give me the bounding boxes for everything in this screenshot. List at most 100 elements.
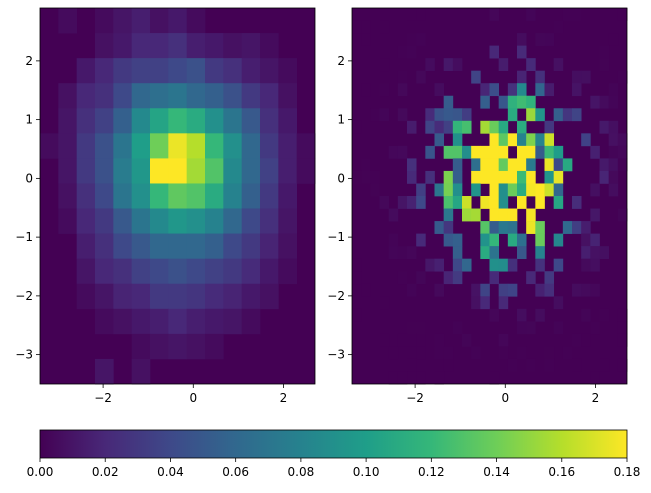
heatmap-cell (379, 333, 390, 347)
heatmap-cell (608, 170, 619, 184)
heatmap-cell (544, 158, 555, 172)
heatmap-cell (388, 145, 399, 159)
heatmap-cell (434, 371, 445, 385)
heatmap-cell (223, 83, 243, 109)
heatmap-cell (223, 208, 243, 234)
heatmap-cell (517, 145, 527, 159)
heatmap-cell (452, 133, 463, 147)
heatmap-cell (388, 371, 399, 385)
heatmap-cell (95, 133, 114, 159)
heatmap-cell (205, 158, 224, 184)
heatmap-cell (397, 70, 408, 84)
heatmap-cell (58, 8, 78, 34)
heatmap-cell (278, 258, 298, 285)
heatmap-cell (498, 158, 509, 172)
heatmap-cell (572, 8, 582, 21)
heatmap-cell (370, 183, 380, 197)
heatmap-cell (296, 133, 316, 159)
heatmap-cell (572, 283, 582, 297)
heatmap-cell (223, 283, 243, 310)
heatmap-cell (617, 208, 628, 222)
heatmap-cell (260, 258, 279, 285)
heatmap-cell (168, 283, 188, 310)
heatmap-cell (434, 346, 445, 360)
heatmap-cell (535, 283, 545, 297)
heatmap-cell (489, 45, 500, 59)
heatmap-cell (507, 108, 518, 122)
heatmap-cell (150, 258, 169, 285)
heatmap-cell (186, 108, 206, 134)
heatmap-cell (517, 33, 527, 46)
y-tick-label: 1 (337, 113, 345, 127)
heatmap-cell (489, 308, 500, 322)
heatmap-cell (150, 283, 169, 310)
heatmap-cell (443, 196, 454, 209)
heatmap-cell (535, 83, 545, 97)
heatmap-cell (443, 95, 454, 109)
heatmap-cell (498, 183, 509, 197)
heatmap-cell (150, 208, 169, 234)
heatmap-cell (352, 258, 362, 272)
heatmap-cell (416, 271, 426, 285)
heatmap-cell (241, 158, 261, 184)
heatmap-cell (361, 33, 371, 46)
heatmap-cell (471, 208, 481, 222)
heatmap-cell (498, 258, 509, 272)
heatmap-cell (278, 208, 298, 234)
heatmap-cell (416, 196, 426, 209)
heatmap-cell (581, 246, 591, 260)
colorbar-tick-label: 0.14 (483, 465, 510, 479)
heatmap-cell (205, 208, 224, 234)
heatmap-cell (434, 83, 445, 97)
heatmap-cell (223, 58, 243, 84)
y-tick-label: −1 (15, 230, 33, 244)
heatmap-cell (95, 283, 114, 310)
heatmap-cell (186, 258, 206, 285)
y-tick-label: 0 (337, 171, 345, 185)
heatmap-cell (498, 208, 509, 222)
heatmap-cell (590, 183, 600, 197)
colorbar-tick-label: 0.04 (157, 465, 184, 479)
heatmap-cell (452, 321, 463, 335)
heatmap-cell (186, 133, 206, 159)
heatmap-cell (480, 83, 490, 97)
heatmap-cell (489, 258, 500, 272)
heatmap-cell (517, 120, 527, 134)
heatmap-cell (388, 208, 399, 222)
heatmap-cell (517, 158, 527, 172)
heatmap-cell (131, 358, 151, 385)
heatmap-cell (113, 233, 133, 260)
heatmap-cell (489, 158, 500, 172)
heatmap-cell (590, 208, 600, 222)
heatmap-cell (168, 33, 188, 59)
heatmap-cell (205, 258, 224, 285)
heatmap-cell (150, 133, 169, 159)
heatmap-cell (241, 208, 261, 234)
heatmap-cell (498, 196, 509, 209)
heatmap-cell (352, 120, 362, 134)
heatmap-cell (241, 83, 261, 109)
heatmap-cell (150, 108, 169, 134)
heatmap-cell (131, 33, 151, 59)
heatmap-cell (617, 358, 628, 372)
heatmap-cell (590, 371, 600, 385)
heatmap-cell (489, 221, 500, 234)
heatmap-cell (76, 158, 96, 184)
heatmap-cell (131, 158, 151, 184)
heatmap-cell (352, 271, 362, 285)
heatmap-cell (443, 108, 454, 122)
heatmap-cell (544, 283, 555, 297)
heatmap-cell (205, 233, 224, 260)
heatmap-cell (452, 258, 463, 272)
heatmap-cell (434, 133, 445, 147)
heatmap-cell (205, 108, 224, 134)
heatmap-cell (562, 8, 573, 21)
y-tick-label: 0 (25, 171, 33, 185)
heatmap-cell (131, 233, 151, 260)
heatmap-cell (260, 33, 279, 59)
heatmap-cell (443, 208, 454, 222)
heatmap-cell (241, 133, 261, 159)
heatmap-cell (205, 308, 224, 335)
colorbar-tick-label: 0.18 (614, 465, 641, 479)
